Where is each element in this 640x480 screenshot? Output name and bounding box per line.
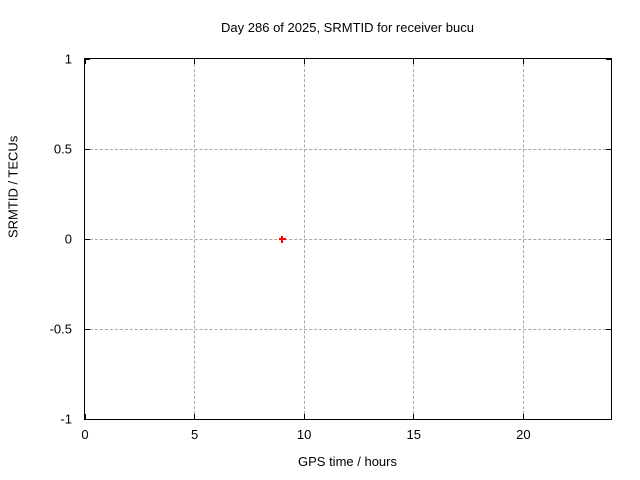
gridline-horizontal — [85, 328, 611, 330]
y-tick-mark — [606, 238, 611, 240]
x-tick-mark — [303, 414, 305, 419]
y-tick-mark — [85, 148, 90, 150]
x-tick-label: 20 — [516, 427, 531, 442]
chart-title: Day 286 of 2025, SRMTID for receiver buc… — [221, 20, 474, 35]
y-tick-mark — [606, 148, 611, 150]
y-tick-label: -1 — [60, 411, 72, 427]
y-tick-label: -0.5 — [49, 321, 72, 337]
x-tick-mark — [413, 414, 415, 419]
marker-plus-vertical — [281, 235, 284, 243]
x-tick-mark — [194, 59, 196, 64]
y-tick-mark — [85, 328, 90, 330]
y-tick-label: 0.5 — [53, 141, 72, 157]
y-tick-mark — [85, 238, 90, 240]
x-tick-label: 0 — [81, 427, 89, 442]
x-tick-mark — [84, 59, 86, 64]
y-tick-mark — [85, 418, 90, 420]
x-tick-mark — [522, 59, 524, 64]
gridline-horizontal — [85, 238, 611, 240]
y-tick-mark — [606, 418, 611, 420]
gridline-horizontal — [85, 148, 611, 150]
x-tick-mark — [303, 59, 305, 64]
x-tick-mark — [413, 59, 415, 64]
x-tick-mark — [522, 414, 524, 419]
y-tick-mark — [606, 328, 611, 330]
x-tick-label: 15 — [406, 427, 421, 442]
data-point-marker — [278, 235, 286, 243]
y-axis-ticks: -1 -0.5 0 0.5 1 — [0, 52, 72, 427]
x-tick-mark — [84, 414, 86, 419]
y-tick-label: 1 — [64, 51, 72, 67]
y-tick-label: 0 — [64, 231, 72, 247]
x-axis-label: GPS time / hours — [298, 454, 397, 469]
x-tick-label: 10 — [296, 427, 312, 442]
plot-area — [84, 58, 612, 420]
x-tick-mark — [194, 414, 196, 419]
y-tick-mark — [606, 58, 611, 60]
x-axis-ticks: 0 5 10 15 20 — [81, 427, 612, 443]
y-tick-mark — [85, 58, 90, 60]
x-tick-label: 5 — [190, 427, 199, 442]
